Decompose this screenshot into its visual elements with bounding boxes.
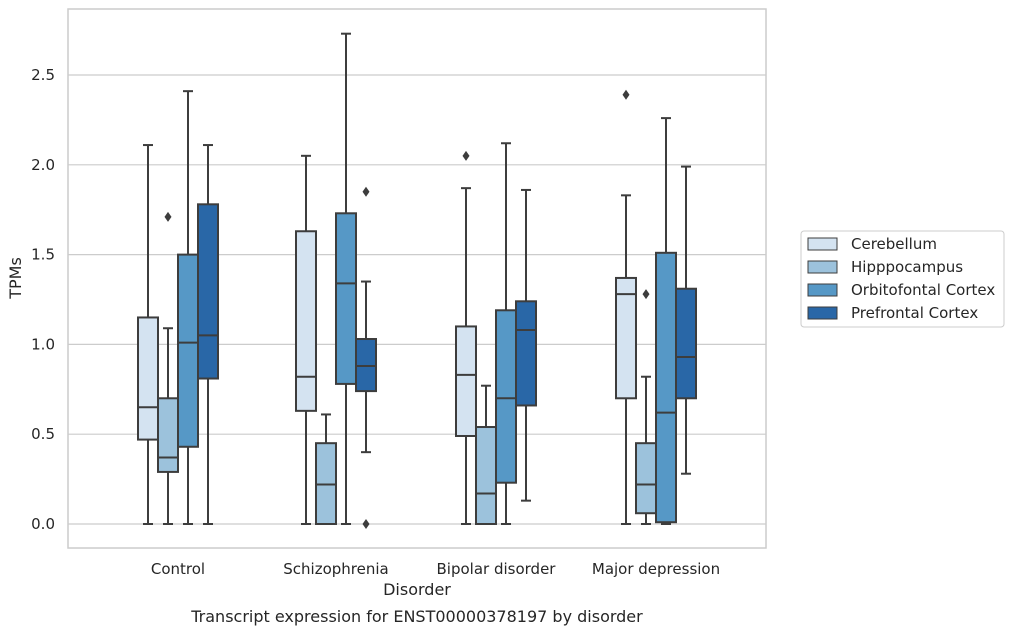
legend-swatch (807, 283, 838, 297)
box-2-2 (495, 142, 517, 525)
iqr-box (635, 442, 657, 515)
iqr-box (515, 300, 537, 407)
x-tick-label: Bipolar disorder (437, 560, 557, 578)
iqr-box (295, 230, 317, 412)
chart-caption: Transcript expression for ENST0000037819… (190, 607, 643, 626)
y-axis-label: TPMs (6, 257, 25, 300)
box-1-1 (315, 413, 337, 525)
box-0-0 (137, 144, 159, 525)
legend-swatch (807, 306, 838, 320)
box-1-3 (635, 289, 657, 525)
y-tick-label: 0.5 (31, 425, 55, 443)
legend-swatch (807, 260, 838, 274)
x-tick-label: Major depression (592, 560, 720, 578)
box-1-0 (157, 211, 179, 525)
iqr-box (455, 325, 477, 437)
box-3-1 (355, 186, 377, 529)
legend-frame (800, 230, 1005, 328)
x-tick-label: Schizophrenia (283, 560, 388, 578)
outlier-point (642, 289, 650, 300)
y-tick-label: 1.0 (31, 335, 55, 353)
legend-swatch (807, 237, 838, 251)
iqr-box (197, 203, 219, 380)
outlier-point (362, 186, 370, 197)
box-0-2 (455, 150, 477, 525)
iqr-box (137, 316, 159, 441)
iqr-box (157, 397, 179, 473)
x-axis-label: Disorder (383, 580, 451, 599)
outlier-point (462, 150, 470, 161)
legend-label: Hipppocampus (851, 258, 963, 276)
box-0-3 (615, 89, 637, 525)
box-1-2 (475, 384, 497, 525)
legend-label: Orbitofontal Cortex (851, 281, 995, 299)
y-tick-label: 1.5 (31, 246, 55, 264)
y-axis-ticks: 0.0 0.5 1.0 1.5 2.0 2.5 (31, 66, 55, 533)
legend-label: Prefrontal Cortex (851, 304, 978, 322)
box-2-3 (655, 117, 677, 525)
box-series (137, 32, 697, 529)
legend: Cerebellum Hipppocampus Orbitofontal Corte… (800, 230, 1005, 328)
outlier-point (622, 89, 630, 100)
plot-frame (67, 8, 767, 549)
iqr-box (495, 309, 517, 484)
y-tick-label: 2.5 (31, 66, 55, 84)
outlier-point (362, 519, 370, 529)
legend-label: Cerebellum (851, 235, 937, 253)
x-axis-ticks: Control Schizophrenia Bipolar disorder Majo… (151, 560, 720, 578)
box-0-1 (295, 154, 317, 525)
box-3-2 (515, 188, 537, 502)
x-tick-label: Control (151, 560, 205, 578)
iqr-box (177, 253, 199, 448)
iqr-box (615, 276, 637, 400)
box-2-1 (335, 32, 357, 525)
iqr-box (675, 287, 697, 400)
y-tick-label: 0.0 (31, 515, 55, 533)
outlier-point (164, 211, 172, 222)
iqr-box (475, 426, 497, 525)
iqr-box (335, 212, 357, 385)
iqr-box (655, 251, 677, 524)
y-tick-label: 2.0 (31, 156, 55, 174)
box-3-3 (675, 165, 697, 475)
box-3-0 (197, 144, 219, 525)
box-2-0 (177, 90, 199, 525)
